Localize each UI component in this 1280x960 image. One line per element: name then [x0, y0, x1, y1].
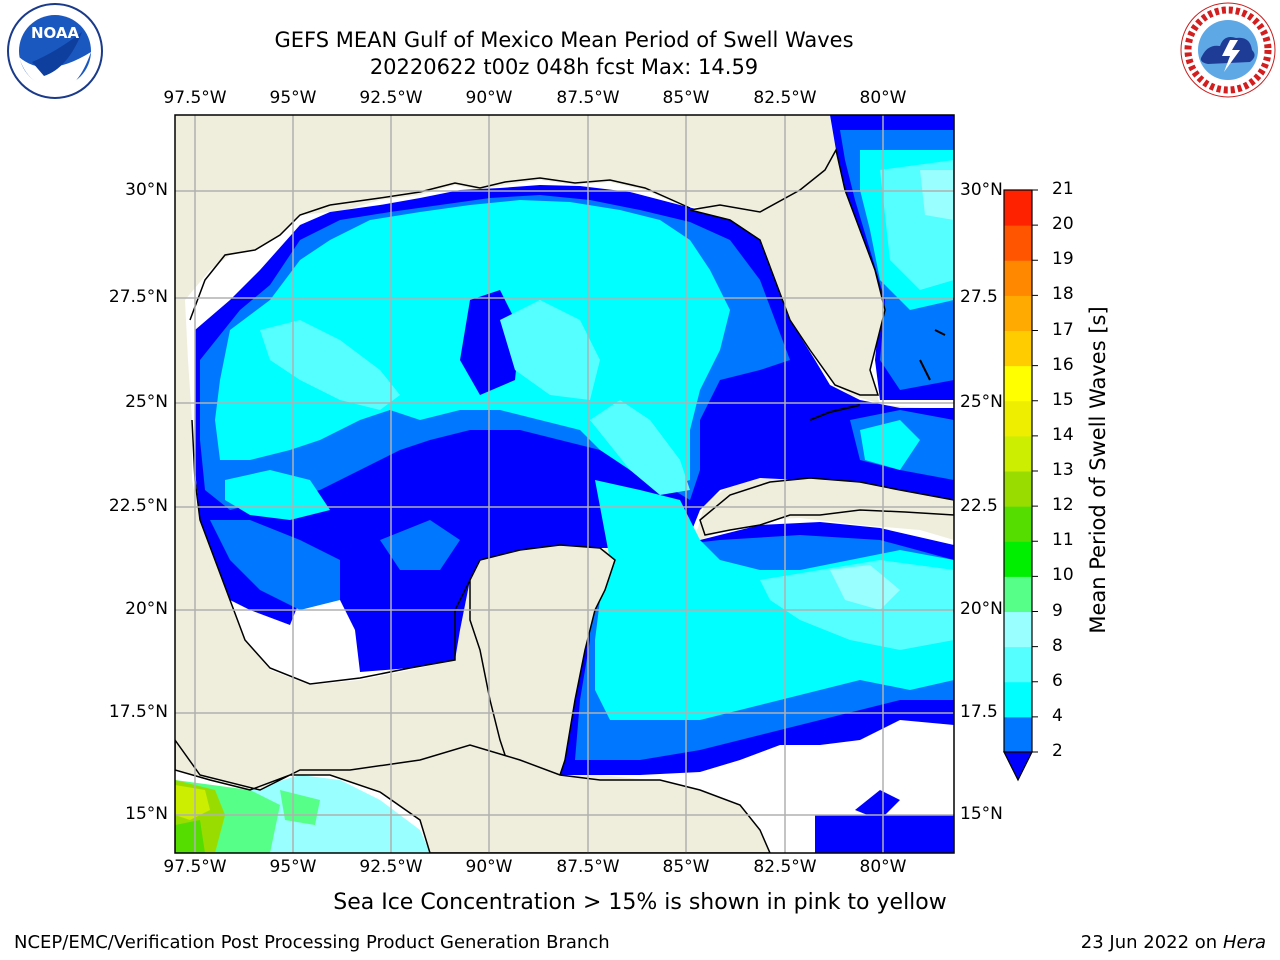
chart-title: GEFS MEAN Gulf of Mexico Mean Period of … — [274, 28, 854, 52]
colorbar-segment — [1004, 506, 1032, 542]
x-top-tick-label: 80°W — [859, 88, 907, 108]
x-top-tick-label: 85°W — [662, 88, 710, 108]
yucatan — [469, 544, 616, 781]
nws-logo — [1180, 2, 1276, 98]
colorbar-tick-label: 13 — [1052, 460, 1074, 480]
colorbar-segment — [1004, 365, 1032, 402]
us-gulf-coast — [329, 177, 691, 209]
florida — [689, 147, 886, 396]
x-top-tick-label: 90°W — [465, 88, 513, 108]
colorbar-tick-label: 14 — [1052, 424, 1074, 445]
colorbar-tick-label: 11 — [1052, 530, 1074, 551]
colorbar-tick-label: 9 — [1052, 600, 1063, 621]
y-right-tick-label: 15°N — [960, 804, 1003, 824]
colorbar-segment — [1004, 225, 1032, 261]
y-left-tick-label: 17.5°N — [108, 702, 168, 722]
x-top-tick-label: 95°W — [269, 88, 317, 108]
y-left-tick-label: 30°N — [125, 180, 168, 200]
colorbar-segment — [1004, 295, 1032, 331]
colorbar-tick-label: 8 — [1052, 635, 1063, 656]
y-left-tick-label: 22.5°N — [108, 496, 168, 516]
colorbar-segment — [1004, 260, 1032, 296]
footer-credit: NCEP/EMC/Verification Post Processing Pr… — [14, 932, 610, 953]
x-top-tick-label: 87.5°W — [556, 88, 620, 108]
swell-band-8-9 — [260, 160, 954, 650]
colorbar-tick-label: 16 — [1052, 354, 1074, 375]
colorbar-tick-label: 10 — [1052, 565, 1074, 586]
colorbar-tick-label: 19 — [1052, 249, 1074, 270]
colorbar — [1003, 189, 1038, 782]
y-right-tick-label: 27.5 — [960, 287, 998, 307]
x-bottom-tick-label: 85°W — [662, 857, 710, 877]
noaa-logo-text: NOAA — [31, 24, 80, 42]
central-america — [175, 738, 771, 853]
sea-ice-note: Sea Ice Concentration > 15% is shown in … — [333, 890, 947, 915]
colorbar-segment — [1004, 471, 1032, 507]
pacific-high-swell — [175, 780, 320, 853]
chart-subtitle: 20220622 t00z 048h fcst Max: 14.59 — [369, 55, 759, 79]
x-bottom-tick-label: 97.5°W — [163, 857, 227, 877]
x-bottom-tick-label: 95°W — [269, 857, 317, 877]
x-top-tick-label: 97.5°W — [163, 88, 227, 108]
colorbar-segment — [1004, 646, 1032, 683]
y-right-tick-label: 17.5 — [960, 702, 998, 722]
colorbar-tick-label: 18 — [1052, 284, 1074, 305]
y-right-tick-label: 30°N — [960, 180, 1003, 200]
x-top-tick-label: 92.5°W — [359, 88, 423, 108]
colorbar-tick-label: 15 — [1052, 389, 1074, 410]
colorbar-segment — [1004, 435, 1032, 472]
colorbar-tick-label: 20 — [1052, 214, 1074, 235]
colorbar-segment — [1004, 576, 1032, 612]
colorbar-label: Mean Period of Swell Waves [s] — [1086, 306, 1110, 634]
y-right-tick-label: 20°N — [960, 599, 1003, 619]
gridlines — [175, 115, 954, 853]
mexico-coast — [189, 204, 471, 685]
y-right-tick-label: 25°N — [960, 392, 1003, 412]
footer-date-text: 23 Jun 2022 on — [1080, 932, 1218, 953]
x-bottom-tick-label: 90°W — [465, 857, 513, 877]
y-left-tick-label: 27.5°N — [108, 287, 168, 307]
colorbar-segment — [1004, 681, 1032, 718]
noaa-logo: NOAA — [7, 3, 103, 99]
y-left-tick-label: 15°N — [125, 804, 168, 824]
x-bottom-tick-label: 82.5°W — [753, 857, 817, 877]
x-top-tick-label: 82.5°W — [753, 88, 817, 108]
x-bottom-tick-label: 80°W — [859, 857, 907, 877]
colorbar-segment — [1004, 190, 1032, 226]
x-bottom-tick-label: 87.5°W — [556, 857, 620, 877]
x-bottom-tick-label: 92.5°W — [359, 857, 423, 877]
colorbar-segment — [1004, 541, 1032, 577]
y-right-tick-label: 22.5 — [960, 496, 998, 516]
colorbar-segment — [1004, 400, 1032, 437]
y-left-tick-label: 20°N — [125, 599, 168, 619]
footer-host: Hera — [1222, 932, 1266, 953]
map-frame — [174, 114, 955, 854]
y-left-tick-label: 25°N — [125, 392, 168, 412]
colorbar-segment — [1004, 330, 1032, 367]
colorbar-tick-label: 12 — [1052, 495, 1074, 516]
colorbar-tick-label: 6 — [1052, 670, 1063, 691]
bahamas-keys — [809, 329, 946, 421]
colorbar-tick-label: 2 — [1052, 741, 1063, 761]
colorbar-segment — [1004, 611, 1032, 648]
colorbar-tick-label: 4 — [1052, 705, 1063, 726]
footer-date: 23 Jun 2022 on Hera — [1081, 932, 1266, 953]
colorbar-tick-label: 21 — [1052, 179, 1074, 199]
colorbar-segment — [1004, 716, 1032, 753]
colorbar-tick-label: 17 — [1052, 319, 1074, 340]
colorbar-extend-triangle — [1003, 751, 1033, 782]
